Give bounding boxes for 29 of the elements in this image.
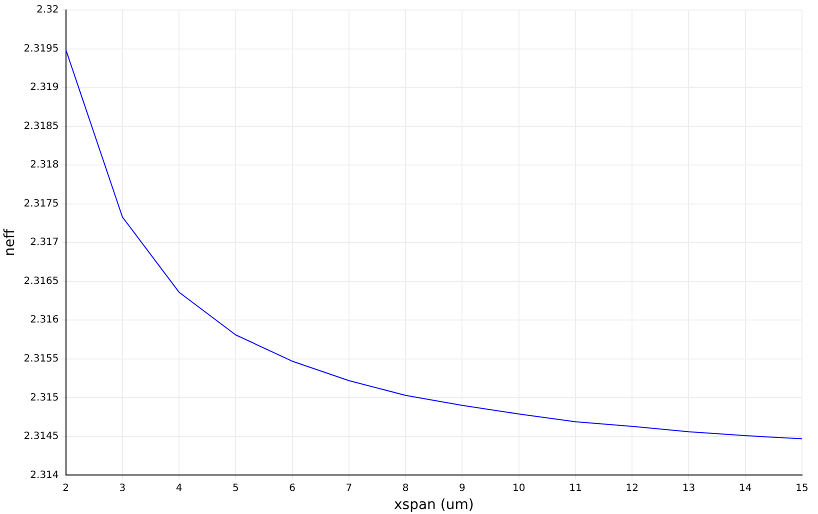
y-tick-label: 2.3145 (24, 431, 59, 442)
y-tick-label: 2.3175 (24, 198, 59, 210)
y-tick-label: 2.3165 (24, 276, 59, 287)
y-axis-title: neff (2, 228, 18, 256)
x-tick-label: 13 (682, 482, 696, 494)
x-tick-label: 10 (512, 482, 526, 494)
x-tick-label: 4 (176, 482, 182, 494)
y-tick-label: 2.3185 (24, 120, 59, 132)
x-tick-label: 2 (62, 482, 69, 494)
y-tick-label: 2.3155 (24, 353, 59, 364)
x-axis-title: xspan (um) (394, 497, 474, 514)
y-tick-label: 2.3195 (24, 43, 59, 54)
x-tick-label: 9 (459, 482, 466, 494)
x-tick-label: 11 (569, 482, 582, 494)
y-tick-label: 2.315 (30, 392, 59, 404)
x-tick-label: 15 (796, 482, 808, 494)
x-tick-label: 5 (232, 482, 239, 494)
x-tick-label: 8 (402, 482, 409, 494)
y-tick-label: 2.32 (36, 4, 59, 16)
y-tick-label: 2.318 (30, 160, 59, 171)
x-tick-label: 14 (739, 482, 752, 494)
y-tick-label: 2.314 (30, 470, 59, 481)
y-tick-label: 2.319 (30, 82, 59, 94)
x-tick-label: 3 (119, 482, 126, 494)
x-tick-label: 7 (346, 482, 352, 494)
x-tick-label: 6 (289, 482, 296, 494)
y-tick-label: 2.316 (30, 314, 59, 326)
y-tick-label: 2.317 (30, 237, 59, 248)
x-tick-label: 12 (626, 482, 638, 494)
